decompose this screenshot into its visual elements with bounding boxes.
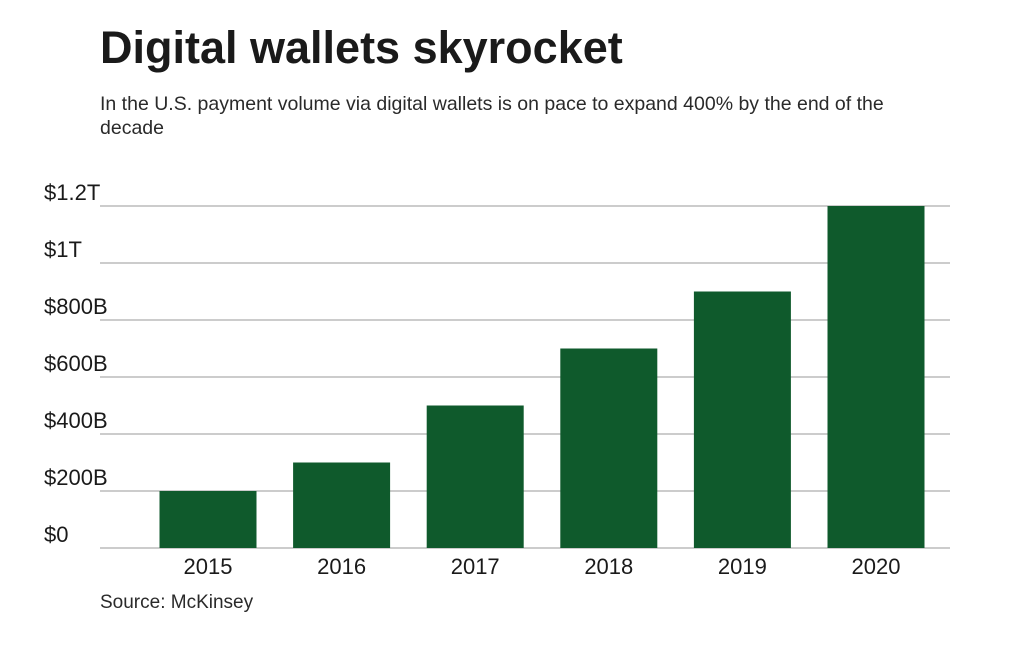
source-note: Source: McKinsey [100,592,254,613]
y-tick-label: $200B [44,465,108,490]
bar [827,206,925,548]
y-tick-label: $0 [44,522,68,547]
y-tick-label: $1T [44,237,82,262]
x-tick-label: 2015 [184,554,233,579]
y-tick-label: $600B [44,351,108,376]
bar [159,491,257,548]
y-tick-label: $800B [44,294,108,319]
bar [560,348,658,548]
x-tick-label: 2018 [584,554,633,579]
x-tick-label: 2019 [718,554,767,579]
x-tick-label: 2017 [451,554,500,579]
chart-title: Digital wallets skyrocket [100,22,623,73]
bar [426,405,524,548]
bar [293,462,391,548]
chart-subtitle: In the U.S. payment volume via digital w… [100,93,884,139]
y-tick-label: $1.2T [44,180,100,205]
y-tick-label: $400B [44,408,108,433]
x-tick-label: 2016 [317,554,366,579]
x-tick-label: 2020 [852,554,901,579]
bar [693,291,791,548]
